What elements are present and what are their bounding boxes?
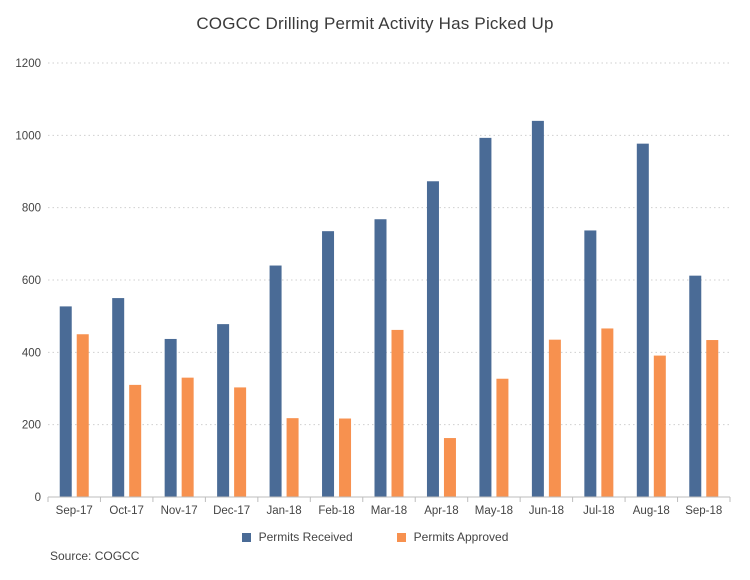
legend-item-received: Permits Received xyxy=(241,530,353,544)
bar-permits-received xyxy=(689,275,702,497)
bars xyxy=(59,120,719,498)
x-tick-label: Nov-17 xyxy=(161,505,198,517)
legend-label-received: Permits Received xyxy=(258,530,353,544)
bar-permits-approved xyxy=(496,378,509,497)
bar-permits-approved xyxy=(181,377,194,497)
x-tick-label: Sep-18 xyxy=(685,505,722,517)
bar-permits-received xyxy=(531,120,544,497)
y-tick-label: 1000 xyxy=(15,130,41,142)
bar-permits-received xyxy=(426,181,439,497)
bar-permits-approved xyxy=(706,340,719,497)
legend-swatch-approved xyxy=(396,532,406,542)
x-tick-label: Sep-17 xyxy=(56,505,93,517)
source-note: Source: COGCC xyxy=(50,549,140,563)
x-tick-label: Dec-17 xyxy=(213,505,250,517)
y-tick-label: 800 xyxy=(22,203,41,215)
bar-permits-approved xyxy=(129,384,142,497)
x-tick-label: Feb-18 xyxy=(318,505,354,517)
bar-permits-received xyxy=(269,265,282,497)
bar-permits-approved xyxy=(443,438,456,497)
bar-permits-received xyxy=(374,219,387,498)
x-tick-label: Jun-18 xyxy=(529,505,564,517)
legend-swatch-received xyxy=(241,532,251,542)
bar-permits-received xyxy=(59,306,72,497)
x-tick-label: Apr-18 xyxy=(424,505,459,517)
bar-permits-approved xyxy=(653,355,666,497)
bar-permits-approved xyxy=(339,418,352,497)
y-tick-label: 600 xyxy=(22,275,41,287)
x-tick-label: Aug-18 xyxy=(633,505,670,517)
gridlines xyxy=(48,62,730,426)
legend-item-approved: Permits Approved xyxy=(396,530,509,544)
bar-permits-received xyxy=(584,230,597,497)
chart-title: COGCC Drilling Permit Activity Has Picke… xyxy=(196,14,554,33)
bar-permits-received xyxy=(479,137,492,498)
legend-label-approved: Permits Approved xyxy=(413,530,509,544)
bar-permits-received xyxy=(164,338,177,497)
bar-permits-approved xyxy=(391,329,404,497)
bar-permits-received xyxy=(636,143,649,497)
bar-permits-received xyxy=(217,324,230,497)
x-axis-ticks: Sep-17 Oct-17 Nov-17 Dec-17 Jan-18 Feb-18 Mar-… xyxy=(47,497,731,517)
y-tick-label: 200 xyxy=(22,420,41,432)
bar-permits-received xyxy=(112,298,125,497)
bar-permits-approved xyxy=(548,339,561,497)
x-tick-label: Jul-18 xyxy=(583,505,614,517)
x-tick-label: Oct-17 xyxy=(109,505,144,517)
bar-permits-received xyxy=(322,231,335,498)
y-tick-label: 400 xyxy=(22,347,41,359)
x-tick-label: May-18 xyxy=(475,505,513,517)
y-tick-label: 0 xyxy=(35,492,41,504)
bar-permits-approved xyxy=(286,418,299,497)
y-tick-label: 1200 xyxy=(15,58,41,70)
y-axis-ticks: 0 200 400 600 800 1000 1200 xyxy=(15,58,41,504)
legend: Permits Received Permits Approved xyxy=(0,530,750,544)
bar-permits-approved xyxy=(601,328,614,497)
x-tick-label: Mar-18 xyxy=(371,505,407,517)
x-tick-label: Jan-18 xyxy=(266,505,301,517)
bar-permits-approved xyxy=(234,387,247,497)
bar-permits-approved xyxy=(76,334,89,497)
